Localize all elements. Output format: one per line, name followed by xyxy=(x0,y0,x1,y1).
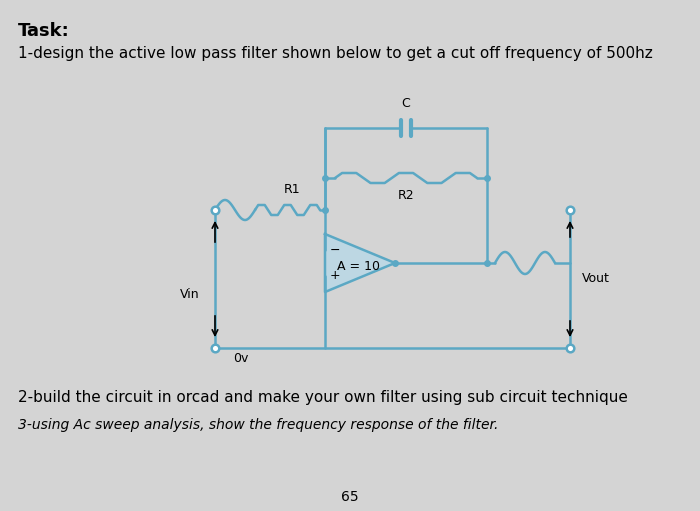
Text: −: − xyxy=(330,244,340,257)
Text: 0v: 0v xyxy=(233,352,248,365)
Text: Task:: Task: xyxy=(18,22,70,40)
Text: 3-using Ac sweep analysis, show the frequency response of the filter.: 3-using Ac sweep analysis, show the freq… xyxy=(18,418,498,432)
Text: 1-design the active low pass filter shown below to get a cut off frequency of 50: 1-design the active low pass filter show… xyxy=(18,46,652,61)
Polygon shape xyxy=(325,234,395,292)
Text: Vin: Vin xyxy=(180,288,200,300)
Text: +: + xyxy=(330,269,341,282)
Text: 2-build the circuit in orcad and make your own filter using sub circuit techniqu: 2-build the circuit in orcad and make yo… xyxy=(18,390,628,405)
Text: 65: 65 xyxy=(341,490,359,504)
Text: R1: R1 xyxy=(284,183,301,196)
Text: Vout: Vout xyxy=(582,272,610,286)
Text: C: C xyxy=(402,97,410,110)
Text: A = 10: A = 10 xyxy=(337,260,380,272)
Text: R2: R2 xyxy=(398,189,414,202)
